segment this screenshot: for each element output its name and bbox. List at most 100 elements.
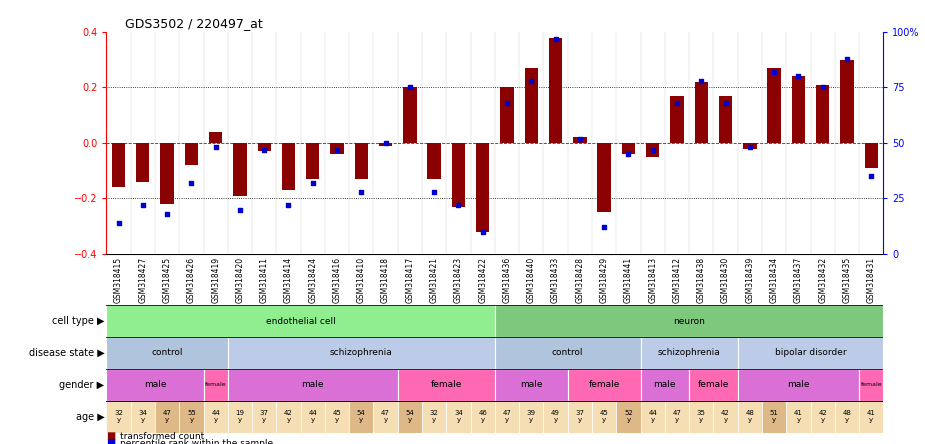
Text: female: female bbox=[204, 382, 227, 388]
Text: GSM318441: GSM318441 bbox=[624, 257, 633, 303]
Bar bbox=[422, 401, 446, 433]
Text: female: female bbox=[697, 381, 729, 389]
Text: GSM318423: GSM318423 bbox=[454, 257, 462, 303]
Text: 54
y: 54 y bbox=[357, 410, 365, 424]
Bar bbox=[106, 401, 130, 433]
Bar bbox=[713, 401, 738, 433]
Text: GSM318418: GSM318418 bbox=[381, 257, 390, 302]
Bar bbox=[204, 401, 228, 433]
Point bbox=[840, 55, 855, 62]
Point bbox=[694, 77, 709, 84]
Text: transformed count: transformed count bbox=[120, 432, 204, 441]
Bar bbox=[476, 143, 489, 232]
Bar bbox=[640, 369, 689, 401]
Bar bbox=[374, 401, 398, 433]
Text: GDS3502 / 220497_at: GDS3502 / 220497_at bbox=[125, 17, 263, 30]
Bar bbox=[743, 143, 757, 148]
Bar bbox=[106, 337, 228, 369]
Text: endothelial cell: endothelial cell bbox=[265, 317, 336, 325]
Text: GSM318429: GSM318429 bbox=[599, 257, 609, 303]
Text: male: male bbox=[302, 381, 324, 389]
Text: cell type ▶: cell type ▶ bbox=[52, 316, 105, 326]
Bar bbox=[549, 38, 562, 143]
Text: GSM318427: GSM318427 bbox=[139, 257, 147, 303]
Bar bbox=[786, 401, 810, 433]
Text: 51
y: 51 y bbox=[770, 410, 779, 424]
Bar bbox=[451, 143, 465, 207]
Bar bbox=[840, 60, 854, 143]
Bar bbox=[155, 401, 179, 433]
Point bbox=[184, 179, 199, 186]
Bar bbox=[179, 401, 204, 433]
Bar bbox=[568, 401, 592, 433]
Bar bbox=[204, 369, 228, 401]
Bar bbox=[379, 143, 392, 146]
Bar bbox=[816, 85, 830, 143]
Bar bbox=[106, 305, 495, 337]
Bar bbox=[768, 68, 781, 143]
Bar bbox=[495, 305, 883, 337]
Text: GSM318413: GSM318413 bbox=[648, 257, 657, 303]
Point bbox=[646, 146, 660, 153]
Bar bbox=[574, 138, 586, 143]
Text: 48
y: 48 y bbox=[843, 410, 851, 424]
Point bbox=[208, 144, 223, 151]
Point bbox=[573, 135, 587, 142]
Bar bbox=[640, 337, 738, 369]
Bar bbox=[719, 96, 733, 143]
Bar bbox=[427, 143, 441, 179]
Point bbox=[864, 173, 879, 180]
Point bbox=[451, 202, 466, 209]
Text: neuron: neuron bbox=[673, 317, 705, 325]
Text: male: male bbox=[143, 381, 166, 389]
Text: GSM318430: GSM318430 bbox=[722, 257, 730, 303]
Text: GSM318415: GSM318415 bbox=[114, 257, 123, 303]
Text: GSM318414: GSM318414 bbox=[284, 257, 293, 303]
Text: GSM318437: GSM318437 bbox=[794, 257, 803, 303]
Bar bbox=[524, 68, 538, 143]
Bar bbox=[398, 369, 495, 401]
Text: disease state ▶: disease state ▶ bbox=[29, 348, 105, 358]
Text: control: control bbox=[552, 349, 584, 357]
Point bbox=[791, 73, 806, 80]
Point bbox=[670, 99, 684, 107]
Text: 34
y: 34 y bbox=[454, 410, 462, 424]
Bar bbox=[834, 401, 859, 433]
Point bbox=[815, 84, 830, 91]
Bar bbox=[859, 401, 883, 433]
Bar bbox=[495, 401, 519, 433]
Text: 47
y: 47 y bbox=[381, 410, 390, 424]
Bar bbox=[865, 143, 878, 168]
Bar bbox=[665, 401, 689, 433]
Text: 55
y: 55 y bbox=[187, 410, 196, 424]
Text: bipolar disorder: bipolar disorder bbox=[775, 349, 846, 357]
Bar bbox=[792, 76, 805, 143]
Bar bbox=[112, 143, 125, 187]
Text: 37
y: 37 y bbox=[575, 410, 585, 424]
Bar bbox=[252, 401, 277, 433]
Text: 44
y: 44 y bbox=[648, 410, 657, 424]
Text: GSM318422: GSM318422 bbox=[478, 257, 487, 302]
Text: 35
y: 35 y bbox=[697, 410, 706, 424]
Text: male: male bbox=[654, 381, 676, 389]
Bar bbox=[495, 337, 640, 369]
Bar bbox=[640, 401, 665, 433]
Text: GSM318425: GSM318425 bbox=[163, 257, 171, 303]
Bar bbox=[160, 143, 174, 204]
Bar bbox=[738, 401, 762, 433]
Point bbox=[524, 77, 538, 84]
Text: 41
y: 41 y bbox=[794, 410, 803, 424]
Text: 32
y: 32 y bbox=[114, 410, 123, 424]
Point bbox=[111, 219, 126, 226]
Text: gender ▶: gender ▶ bbox=[59, 380, 105, 390]
Bar bbox=[233, 143, 247, 196]
Text: female: female bbox=[431, 381, 462, 389]
Text: 42
y: 42 y bbox=[819, 410, 827, 424]
Bar bbox=[810, 401, 834, 433]
Text: GSM318419: GSM318419 bbox=[211, 257, 220, 303]
Bar bbox=[646, 143, 660, 157]
Text: GSM318433: GSM318433 bbox=[551, 257, 560, 303]
Point bbox=[475, 228, 490, 235]
Bar bbox=[185, 143, 198, 165]
Point bbox=[767, 68, 782, 75]
